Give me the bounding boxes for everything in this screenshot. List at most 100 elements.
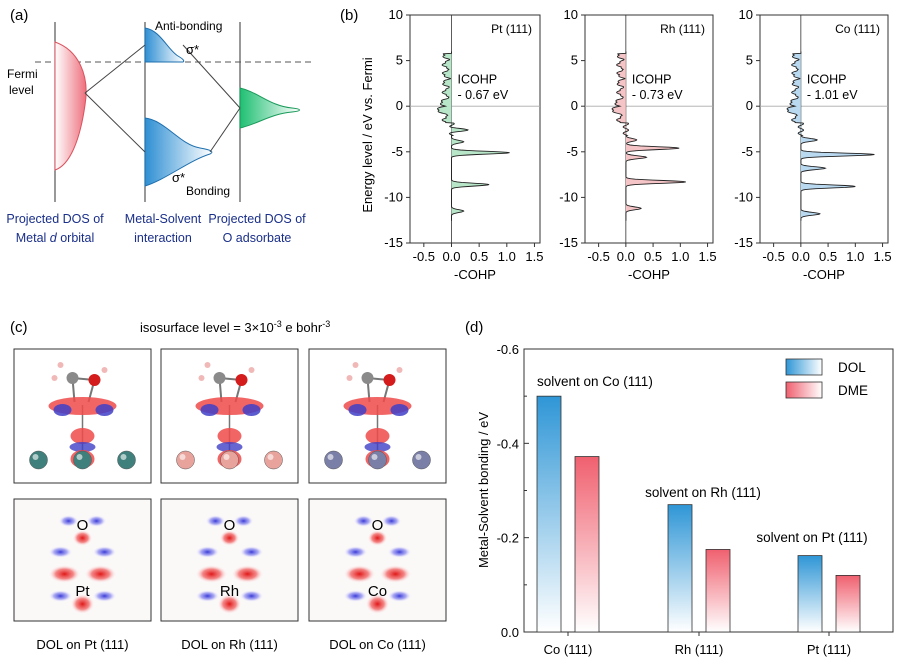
cohp-xtick-label: -0.5 <box>587 249 609 264</box>
charge-blob <box>343 565 376 583</box>
bar-ytick-label: 0.0 <box>501 625 519 640</box>
bar-dol <box>797 555 823 633</box>
cohp-xtick-label: 0.0 <box>442 249 460 264</box>
charge-blob <box>48 546 73 558</box>
panel-d-ylabel: Metal-Solvent bonding / eV <box>476 412 491 568</box>
carbon-atom <box>213 372 226 384</box>
cohp-ytick-label: 5 <box>746 53 753 68</box>
charge-blob <box>92 546 117 558</box>
caption-metal-line1: Projected DOS of <box>6 212 104 226</box>
caption-metal-line2: Metal d orbital <box>16 231 95 245</box>
charge-blob <box>353 515 374 527</box>
adsorbate-band <box>239 87 300 129</box>
cohp-frame <box>409 14 541 244</box>
charge-blob <box>231 565 264 583</box>
sigma-star-top: σ* <box>186 42 199 57</box>
cohp-xtick-label: 0.0 <box>792 249 810 264</box>
charge-blob <box>239 590 264 602</box>
panel-a-label: (a) <box>10 7 28 24</box>
cohp-xtick-label: 1.0 <box>671 249 689 264</box>
link-metal-bond <box>84 92 146 153</box>
cohp-xtick-label: 1.0 <box>846 249 864 264</box>
panel-c: (c) isosurface level = 3×10-3 e bohr-3 O… <box>10 319 447 652</box>
cohp-ytick-label: -10 <box>559 189 578 204</box>
bar-category-label: Pt (111) <box>807 642 851 657</box>
fermi-label-line1: Fermi <box>7 67 38 81</box>
cohp-curve <box>611 51 686 221</box>
cohp-title: Co (111) <box>835 22 880 36</box>
hydrogen-atom <box>57 362 64 368</box>
density-lobe-blue <box>95 404 114 416</box>
cohp-frame <box>759 14 889 244</box>
structure-rh: O Rh DOL on Rh (111) <box>160 348 299 652</box>
oxygen-atom <box>235 374 248 386</box>
link-anti-ads <box>182 44 241 109</box>
bonding-label: Bonding <box>186 184 230 198</box>
fermi-label-line2: level <box>9 83 34 97</box>
charge-blob <box>70 594 95 614</box>
charge-blob <box>84 565 117 583</box>
bar-category-label: Rh (111) <box>675 642 724 657</box>
metal-atom <box>176 450 195 470</box>
oxygen-label: O <box>77 517 89 534</box>
bar-dme <box>835 575 861 633</box>
charge-blob <box>217 594 242 614</box>
bar-ytick-label: -0.4 <box>497 436 519 451</box>
bar-annotation: solvent on Co (111) <box>537 374 653 389</box>
bar-dol <box>536 395 562 633</box>
panel-d: (d) Metal-Solvent bonding / eV -0.6 -0.4 -… <box>465 319 894 657</box>
panel-b-ylabel: Energy level / eV vs. Fermi <box>360 57 375 212</box>
metal-atom <box>29 450 48 470</box>
cohp-xlabel: -COHP <box>628 267 670 282</box>
cohp-ytick-label: 0 <box>396 98 403 113</box>
charge-blob <box>195 565 228 583</box>
density-lobe-blue <box>348 404 367 416</box>
oxygen-atom <box>88 374 101 386</box>
cohp-xtick-label: 1.5 <box>699 249 717 264</box>
bar-ytick-label: -0.6 <box>497 342 519 357</box>
hydrogen-atom <box>352 362 359 368</box>
icohp-label: ICOHP <box>807 72 847 86</box>
structure-caption: DOL on Pt (111) <box>36 637 128 652</box>
hydrogen-atom <box>396 367 403 373</box>
atom-highlight <box>120 454 127 460</box>
caption-interaction-line2: interaction <box>134 231 192 245</box>
density-lobe-blue <box>390 404 409 416</box>
charge-blob <box>195 590 220 602</box>
bonding-band <box>144 117 213 187</box>
cohp-curve <box>437 51 510 221</box>
structure-pt: O Pt DOL on Pt (111) <box>13 348 152 652</box>
icohp-value: - 1.01 eV <box>807 88 858 102</box>
cohp-xtick-label: 0.5 <box>470 249 488 264</box>
density-lobe-red <box>70 428 95 444</box>
metal-atom <box>324 450 343 470</box>
cohp-ytick-label: -15 <box>559 235 578 250</box>
metal-label: Rh <box>220 583 239 600</box>
atom-highlight <box>371 454 378 460</box>
isosurface-title: isosurface level = 3×10-3 e bohr-3 <box>140 319 330 335</box>
oxygen-label: O <box>372 517 384 534</box>
charge-blob <box>387 590 412 602</box>
legend-swatch-dol <box>785 358 823 376</box>
metal-atom <box>412 450 431 470</box>
charge-blob <box>239 546 264 558</box>
density-lobe-blue <box>216 442 243 452</box>
cohp-xtick-label: -0.5 <box>413 249 435 264</box>
charge-blob <box>86 515 107 527</box>
charge-blob <box>72 530 93 546</box>
density-lobe-blue <box>200 404 219 416</box>
charge-blob <box>381 515 402 527</box>
icohp-label: ICOHP <box>632 72 672 86</box>
cohp-ytick-label: 10 <box>739 7 753 22</box>
atom-highlight <box>32 454 39 460</box>
hydrogen-atom <box>198 375 205 381</box>
charge-blob <box>343 590 368 602</box>
oxygen-atom <box>383 374 396 386</box>
cohp-fill-area <box>787 51 875 222</box>
bar-ytick-label: -0.2 <box>497 531 519 546</box>
caption-adsorbate-line2: O adsorbate <box>223 231 292 245</box>
cohp-frame <box>584 14 714 244</box>
charge-blob <box>58 515 79 527</box>
cohp-subplot-0: 10 5 0 -5 -10 -15 -0.5 0.0 0.5 1.0 1.5 -COHP Pt (111… <box>384 7 543 282</box>
